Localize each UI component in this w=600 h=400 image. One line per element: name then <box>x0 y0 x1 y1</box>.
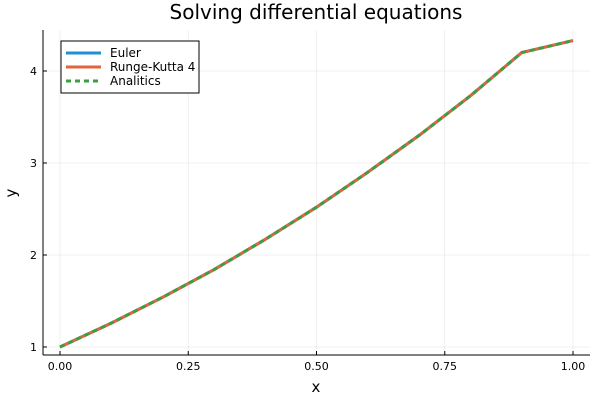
legend-label: Analitics <box>110 74 161 88</box>
y-tick-label: 3 <box>30 157 37 170</box>
x-tick-label: 0.75 <box>433 360 458 373</box>
series-lines <box>59 39 574 349</box>
x-tick-label: 0.25 <box>176 360 201 373</box>
x-axis-label: x <box>312 378 321 396</box>
y-ticks: 1 2 3 4 <box>30 65 47 354</box>
y-axis-label: y <box>2 188 20 197</box>
x-tick-label: 1.00 <box>561 360 586 373</box>
legend-label: Euler <box>110 46 141 60</box>
chart-title: Solving differential equations <box>170 0 463 24</box>
legend-label: Runge-Kutta 4 <box>110 60 195 74</box>
series-line-analitics <box>59 39 574 349</box>
x-ticks: 0.00 0.25 0.50 0.75 1.00 <box>48 351 586 373</box>
y-tick-label: 1 <box>30 341 37 354</box>
x-tick-label: 0.00 <box>48 360 73 373</box>
y-tick-label: 4 <box>30 65 37 78</box>
x-tick-label: 0.50 <box>304 360 329 373</box>
y-tick-label: 2 <box>30 249 37 262</box>
